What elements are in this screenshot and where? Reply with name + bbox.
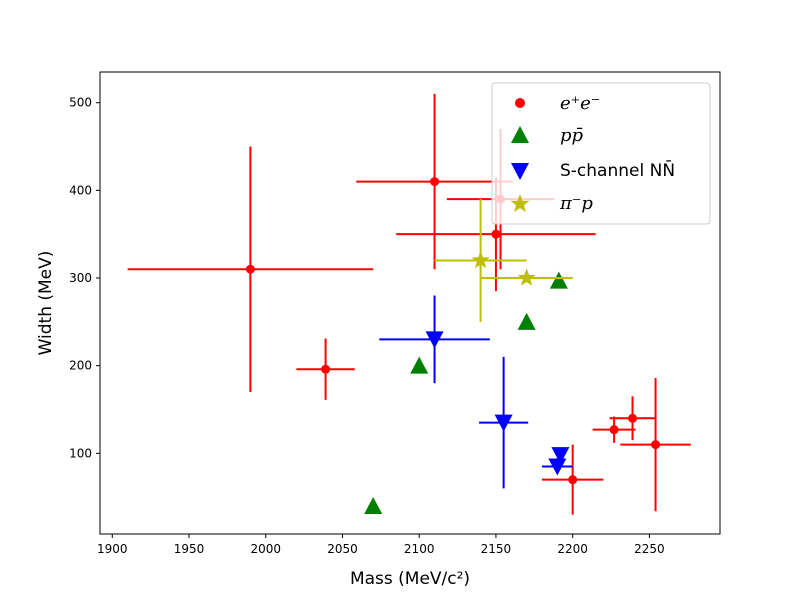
x-tick-label: 2000 xyxy=(250,542,281,556)
x-axis-label: Mass (MeV/c²) xyxy=(350,569,470,589)
data-point xyxy=(425,331,444,349)
legend-box xyxy=(491,82,711,225)
series-2 xyxy=(379,295,573,489)
x-tick-label: 2100 xyxy=(404,542,435,556)
series-0 xyxy=(127,93,691,515)
data-point xyxy=(551,447,570,465)
x-tick-label: 2150 xyxy=(481,542,512,556)
legend-label-ppbar: pp̄ xyxy=(560,125,584,146)
y-tick-label: 200 xyxy=(69,359,92,373)
x-tick-label: 2250 xyxy=(634,542,665,556)
legend-label-nnbar: S-channel NN̄ xyxy=(560,159,675,181)
series-3 xyxy=(434,199,573,322)
x-tick-label: 1900 xyxy=(97,542,128,556)
data-point xyxy=(471,250,490,269)
legend-marker-pip xyxy=(510,194,530,213)
data-point xyxy=(517,268,536,286)
data-point xyxy=(549,271,568,289)
y-tick-label: 300 xyxy=(69,271,92,285)
legend-marker-ee xyxy=(515,98,525,108)
data-point xyxy=(568,475,578,485)
legend-marker-ppbar xyxy=(511,126,529,143)
data-point xyxy=(651,440,661,450)
y-axis-label: Width (MeV) xyxy=(36,251,56,356)
data-point xyxy=(321,364,331,374)
data-point xyxy=(517,312,536,330)
data-point xyxy=(430,177,440,187)
x-tick-label: 1950 xyxy=(174,542,205,556)
legend-label-pip: π⁻p xyxy=(559,193,593,214)
y-tick-label: 100 xyxy=(69,446,92,460)
data-point xyxy=(494,414,513,432)
data-point xyxy=(609,425,619,435)
legend: e⁺e⁻ pp̄ S-channel NN̄ π⁻p xyxy=(491,82,711,225)
chart-marks xyxy=(127,93,691,515)
data-point xyxy=(245,264,255,274)
y-tick-label: 400 xyxy=(69,183,92,197)
data-point xyxy=(364,496,383,514)
data-point xyxy=(548,458,567,476)
plot-frame xyxy=(99,71,721,535)
data-point xyxy=(491,229,501,239)
data-point xyxy=(628,413,638,423)
x-tick-label: 2050 xyxy=(327,542,358,556)
axis-ticks: 1900 1950 2000 2050 2100 2150 2200 2250 100 200 30… xyxy=(69,96,665,556)
legend-label-ee: e⁺e⁻ xyxy=(560,93,600,114)
y-tick-label: 500 xyxy=(69,96,92,110)
legend-marker-nnbar xyxy=(511,163,529,180)
x-tick-label: 2200 xyxy=(557,542,588,556)
data-point xyxy=(410,356,429,374)
series-1 xyxy=(364,271,568,514)
